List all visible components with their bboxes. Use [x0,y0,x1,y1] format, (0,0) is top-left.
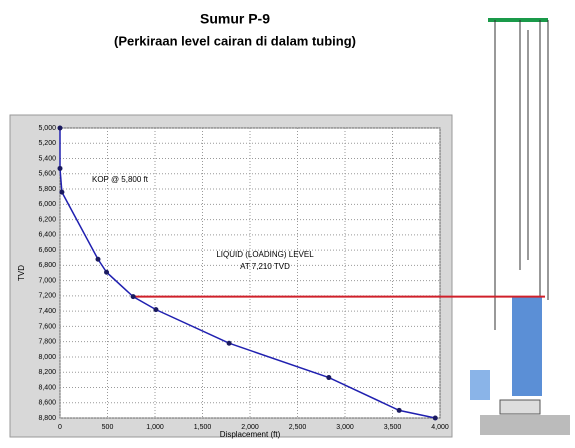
x-tick-label: 4,000 [431,424,449,431]
x-tick-label: 2,000 [241,424,259,431]
chart-title: Sumur P-9 [200,11,270,27]
y-tick-label: 8,200 [38,369,56,376]
y-tick-label: 5,600 [38,171,56,178]
y-tick-label: 8,600 [38,400,56,407]
y-tick-label: 6,400 [38,232,56,239]
y-tick-label: 6,800 [38,262,56,269]
y-tick-label: 6,600 [38,247,56,254]
y-tick-label: 7,200 [38,293,56,300]
y-tick-label: 5,400 [38,155,56,162]
y-tick-label: 8,000 [38,354,56,361]
y-axis-label: TVD [17,265,26,281]
y-tick-label: 7,600 [38,323,56,330]
data-point [130,294,136,300]
data-point [153,307,159,313]
x-tick-label: 3,500 [384,424,402,431]
data-point [57,165,63,171]
x-tick-label: 500 [102,424,114,431]
y-tick-label: 6,200 [38,216,56,223]
data-point [326,375,332,381]
x-tick-label: 1,500 [194,424,212,431]
data-point [59,189,65,195]
y-tick-label: 7,800 [38,339,56,346]
data-point [396,407,402,413]
y-tick-label: 7,000 [38,277,56,284]
chart-subtitle: (Perkiraan level cairan di dalam tubing) [114,33,356,48]
data-point [432,415,438,421]
annotation: LIQUID (LOADING) LEVEL [216,250,314,259]
y-tick-label: 5,800 [38,186,56,193]
data-point [57,125,63,131]
x-tick-label: 1,000 [146,424,164,431]
y-tick-label: 7,400 [38,308,56,315]
data-point [95,256,101,262]
y-tick-label: 8,400 [38,384,56,391]
x-tick-label: 0 [58,424,62,431]
x-tick-label: 2,500 [289,424,307,431]
y-tick-label: 5,200 [38,140,56,147]
x-axis-label: Displacement (ft) [220,430,281,439]
y-tick-label: 6,000 [38,201,56,208]
well-schematic [470,18,570,435]
x-tick-label: 3,000 [336,424,354,431]
y-tick-label: 8,800 [38,415,56,422]
y-tick-label: 5,000 [38,125,56,132]
data-point [226,340,232,346]
annotation: AT 7,210 TVD [240,262,290,271]
data-point [104,269,110,275]
annotation: KOP @ 5,800 ft [92,175,149,184]
